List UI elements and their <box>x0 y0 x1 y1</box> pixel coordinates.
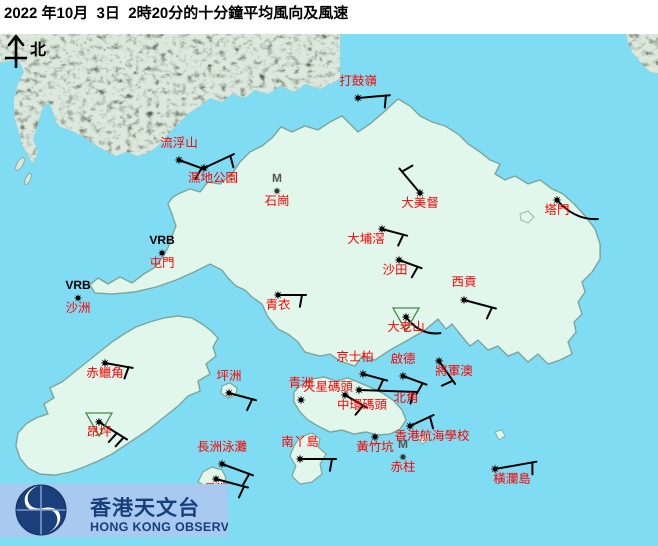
svg-text:青洲: 青洲 <box>288 376 313 390</box>
svg-text:北角: 北角 <box>393 391 418 405</box>
svg-text:昂坪: 昂坪 <box>86 425 111 439</box>
svg-text:南丫島: 南丫島 <box>281 435 319 449</box>
svg-text:長洲泳灘: 長洲泳灘 <box>197 440 248 454</box>
svg-text:坪洲: 坪洲 <box>216 369 241 383</box>
svg-text:青衣: 青衣 <box>265 298 291 312</box>
svg-text:啟德: 啟德 <box>390 352 416 366</box>
svg-text:赤鱲角: 赤鱲角 <box>86 366 124 380</box>
svg-text:橫瀾島: 橫瀾島 <box>493 472 531 486</box>
svg-text:HONG KONG OBSERVATORY: HONG KONG OBSERVATORY <box>90 520 228 534</box>
svg-text:西貢: 西貢 <box>451 275 476 289</box>
svg-text:沙田: 沙田 <box>382 263 407 277</box>
svg-text:流浮山: 流浮山 <box>160 136 198 150</box>
svg-text:赤柱: 赤柱 <box>390 460 416 474</box>
svg-text:石崗: 石崗 <box>264 194 289 208</box>
svg-text:M: M <box>272 171 282 185</box>
svg-text:京士柏: 京士柏 <box>336 350 374 364</box>
svg-text:屯門: 屯門 <box>149 256 174 270</box>
svg-text:VRB: VRB <box>149 233 175 247</box>
svg-text:將軍澳: 將軍澳 <box>435 364 473 378</box>
svg-text:黃竹坑: 黃竹坑 <box>356 440 394 454</box>
svg-text:M: M <box>398 437 408 451</box>
svg-text:VRB: VRB <box>65 278 91 292</box>
svg-text:沙洲: 沙洲 <box>65 301 90 315</box>
svg-text:中環碼頭: 中環碼頭 <box>337 398 388 412</box>
svg-text:香港天文台: 香港天文台 <box>90 496 200 520</box>
svg-text:大老山: 大老山 <box>387 320 425 334</box>
svg-text:大美督: 大美督 <box>401 196 439 210</box>
svg-text:打鼓嶺: 打鼓嶺 <box>339 74 377 88</box>
svg-text:濕地公園: 濕地公園 <box>188 171 238 185</box>
svg-text:大埔滘: 大埔滘 <box>347 232 385 246</box>
svg-text:塔門: 塔門 <box>544 203 569 217</box>
